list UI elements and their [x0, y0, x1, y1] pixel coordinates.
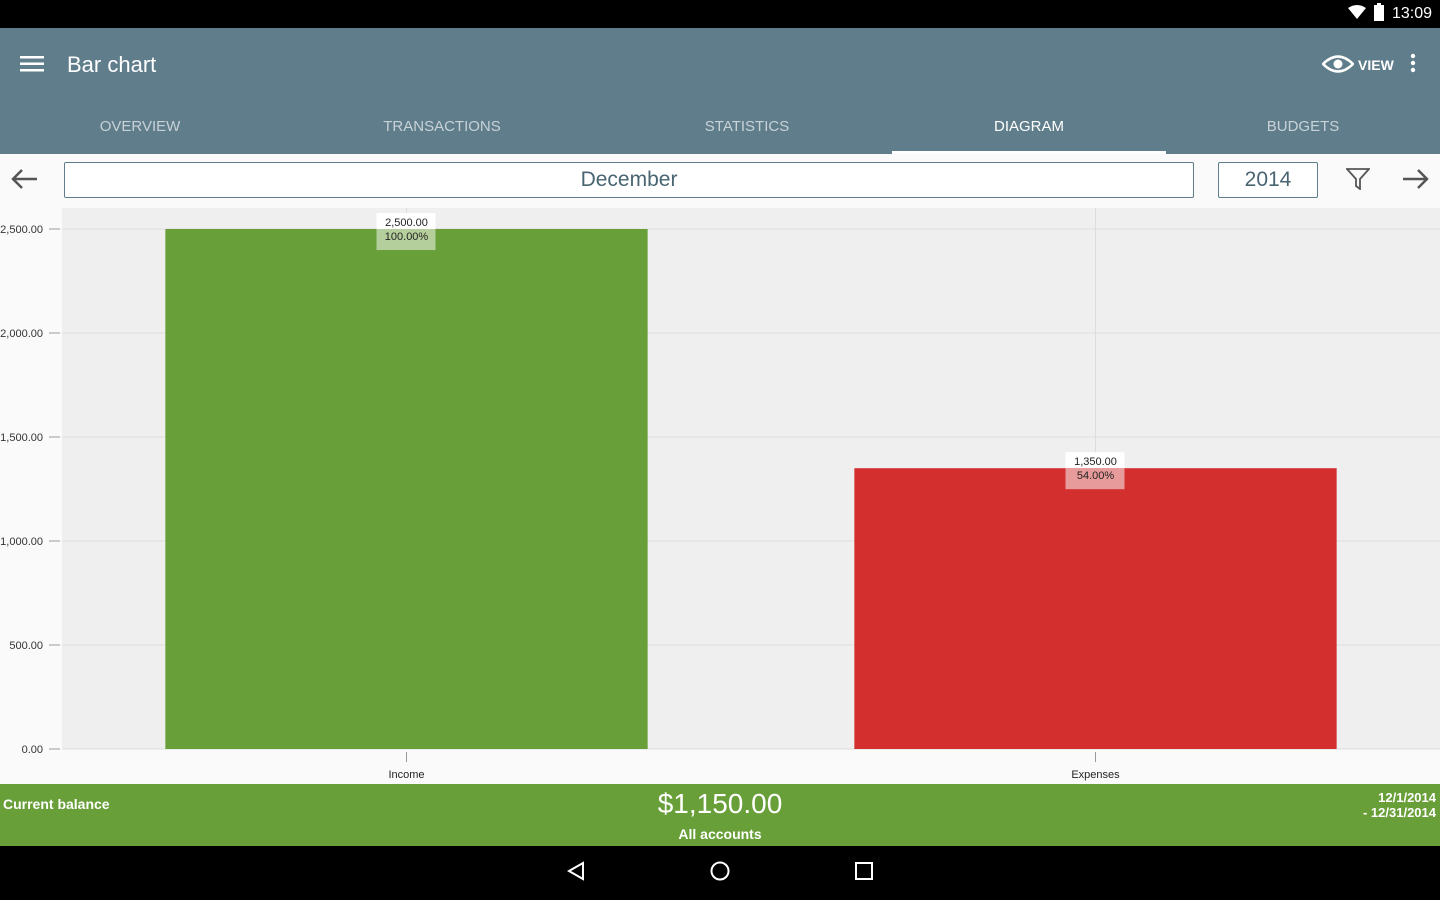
percent-label-bg	[376, 229, 436, 250]
page-title: Bar chart	[67, 52, 157, 77]
overflow-menu-button[interactable]	[1402, 50, 1424, 80]
accounts-label: All accounts	[678, 826, 762, 842]
year-selector[interactable]: 2014	[1218, 162, 1318, 198]
filter-button[interactable]	[1340, 164, 1376, 198]
date-to: - 12/31/2014	[1362, 805, 1436, 820]
tab-statistics[interactable]: STATISTICS	[704, 118, 790, 135]
arrow-left-icon	[10, 168, 38, 195]
bar-expenses	[854, 468, 1337, 749]
date-from: 12/1/2014	[1378, 790, 1436, 805]
balance-footer: Current balance $1,150.00 All accounts 1…	[0, 784, 1440, 846]
overflow-icon	[1410, 53, 1416, 78]
period-selector: December 2014	[0, 154, 1440, 209]
y-tick-label: 1,000.00	[0, 536, 43, 548]
next-period-button[interactable]	[1396, 162, 1436, 200]
recents-button[interactable]	[846, 856, 882, 890]
app-bar: Bar chart VIEW OVERVIEW TRANSACTIONS STA…	[0, 28, 1440, 154]
y-tick-label: 2,000.00	[0, 328, 43, 340]
bar-chart: 0.00 500.00 1,000.00 1,500.00 2,000.00 2,500.…	[0, 208, 1440, 784]
menu-button[interactable]	[14, 48, 50, 84]
percent-label-bg	[1065, 468, 1125, 490]
y-tick-label: 2,500.00	[0, 224, 43, 236]
filter-icon	[1344, 167, 1372, 195]
tab-transactions[interactable]: TRANSACTIONS	[383, 118, 501, 135]
system-nav-bar	[0, 846, 1440, 900]
y-tick-label: 1,500.00	[0, 432, 43, 444]
bar-income	[165, 229, 648, 749]
percent-label: 54.00%	[1077, 470, 1115, 482]
percent-label: 100.00%	[385, 231, 429, 243]
previous-period-button[interactable]	[4, 162, 44, 200]
month-selector[interactable]: December	[64, 162, 1194, 198]
home-button[interactable]	[702, 856, 738, 890]
data-label-bg	[1065, 452, 1125, 469]
x-tick-label: Expenses	[1071, 769, 1120, 781]
data-label: 2,500.00	[385, 217, 428, 229]
view-button-label: VIEW	[1358, 57, 1394, 73]
menu-icon	[20, 55, 44, 78]
home-icon	[709, 860, 731, 887]
tab-diagram[interactable]: DIAGRAM	[993, 118, 1064, 135]
wifi-icon	[1347, 4, 1366, 25]
status-bar: 13:09	[0, 0, 1440, 28]
battery-icon	[1373, 2, 1384, 26]
back-icon	[566, 860, 586, 886]
view-button[interactable]: VIEW	[1321, 50, 1394, 80]
back-button[interactable]	[558, 856, 594, 890]
arrow-right-icon	[1402, 168, 1430, 195]
balance-amount: $1,150.00	[657, 788, 783, 819]
y-tick-label: 0.00	[22, 744, 43, 756]
chart-svg: 0.00 500.00 1,000.00 1,500.00 2,000.00 2,500.…	[0, 208, 1440, 781]
date-range: 12/1/2014 - 12/31/2014	[1363, 790, 1436, 820]
recents-icon	[854, 861, 874, 886]
clock: 13:09	[1391, 5, 1432, 22]
y-tick-label: 500.00	[9, 640, 43, 652]
tab-indicator	[892, 151, 1166, 154]
x-tick-label: Income	[388, 769, 424, 781]
data-label: 1,350.00	[1074, 456, 1117, 468]
tab-budgets[interactable]: BUDGETS	[1266, 118, 1340, 135]
data-label-bg	[376, 213, 436, 229]
eye-icon	[1321, 54, 1355, 76]
balance-label: Current balance	[3, 796, 110, 812]
tab-overview[interactable]: OVERVIEW	[99, 118, 181, 135]
tab-bar: OVERVIEW TRANSACTIONS STATISTICS DIAGRAM…	[0, 100, 1440, 154]
